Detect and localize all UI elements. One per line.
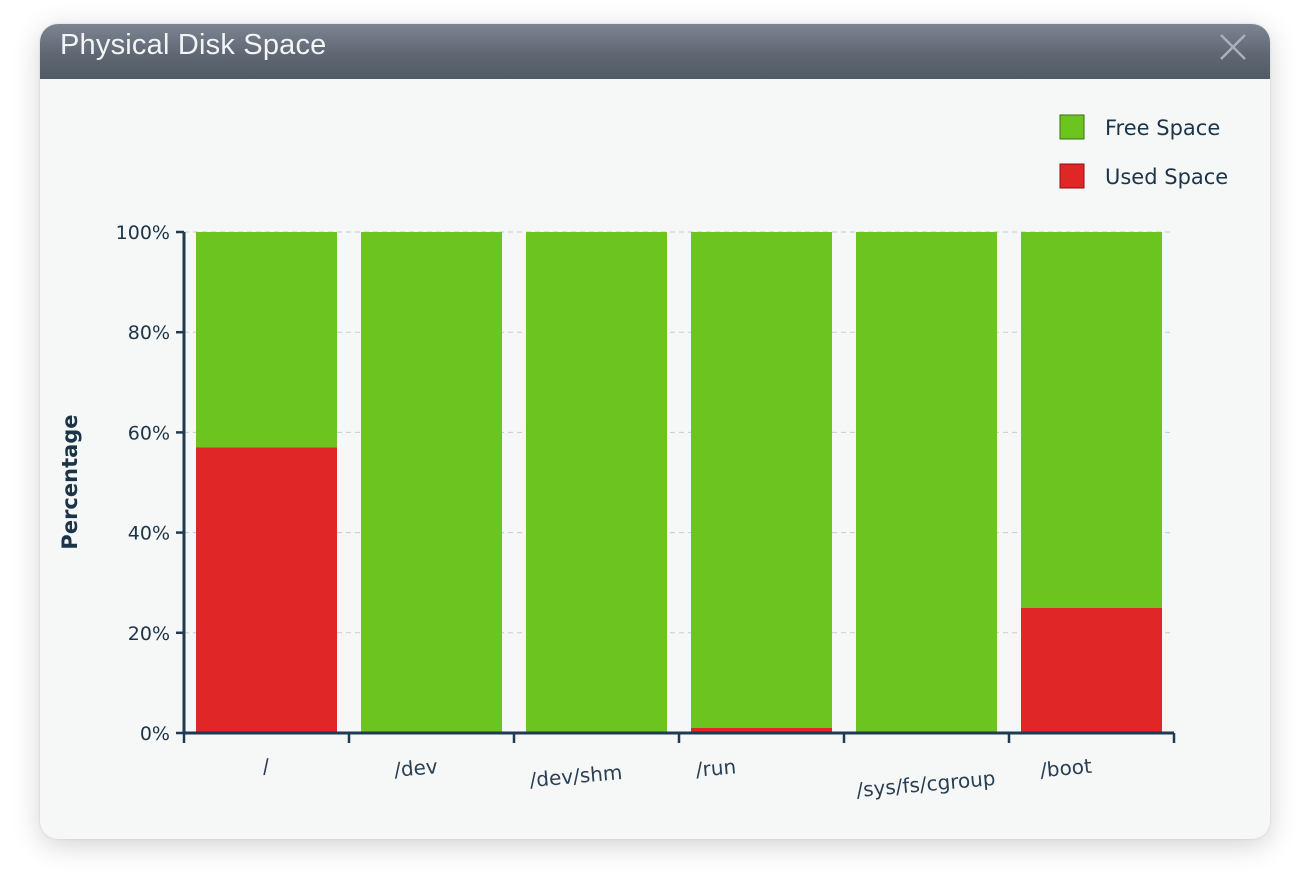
title-bar[interactable]: Physical Disk Space — [40, 24, 1270, 79]
bars-layer — [196, 232, 1162, 733]
bar-free-space — [361, 232, 502, 733]
bar-free-space — [526, 232, 667, 733]
bar-free-space — [196, 232, 337, 448]
axis-layer: Percentage 0% 20% 40% 60% 80% 100% / /dev/dev/s… — [58, 222, 1176, 802]
x-category-label: /boot — [1039, 754, 1093, 782]
bar-used-space — [691, 727, 832, 733]
y-tick-label: 20% — [128, 623, 170, 645]
bar-used-space — [1021, 607, 1162, 733]
y-axis-title: Percentage — [58, 414, 82, 549]
bar-free-space — [856, 232, 997, 733]
y-tick-label: 100% — [116, 222, 170, 244]
y-tick-label: 40% — [128, 523, 170, 545]
legend-swatch-free — [1059, 114, 1085, 140]
legend-label-used: Used Space — [1105, 165, 1228, 189]
window-title: Physical Disk Space — [60, 29, 327, 61]
x-category-label: /run — [695, 754, 737, 781]
grid-layer — [184, 231, 1174, 634]
x-category-label: /dev/shm — [529, 760, 624, 792]
bar-free-space — [1021, 232, 1162, 608]
bar-used-space — [196, 447, 337, 733]
y-tick-label: 80% — [128, 322, 170, 344]
legend-label-free: Free Space — [1105, 116, 1220, 140]
legend-item-used: Used Space — [1059, 163, 1228, 189]
y-tick-label: 0% — [140, 723, 170, 745]
close-icon[interactable] — [1216, 30, 1250, 64]
x-category-label: / — [261, 754, 270, 779]
y-tick-label: 60% — [128, 422, 170, 444]
x-category-label: /dev — [393, 754, 439, 782]
legend: Free Space Used Space — [1059, 114, 1228, 189]
x-category-label: /sys/fs/cgroup — [855, 766, 996, 802]
legend-item-free: Free Space — [1059, 114, 1220, 140]
legend-swatch-used — [1059, 163, 1085, 189]
bar-free-space — [691, 232, 832, 728]
